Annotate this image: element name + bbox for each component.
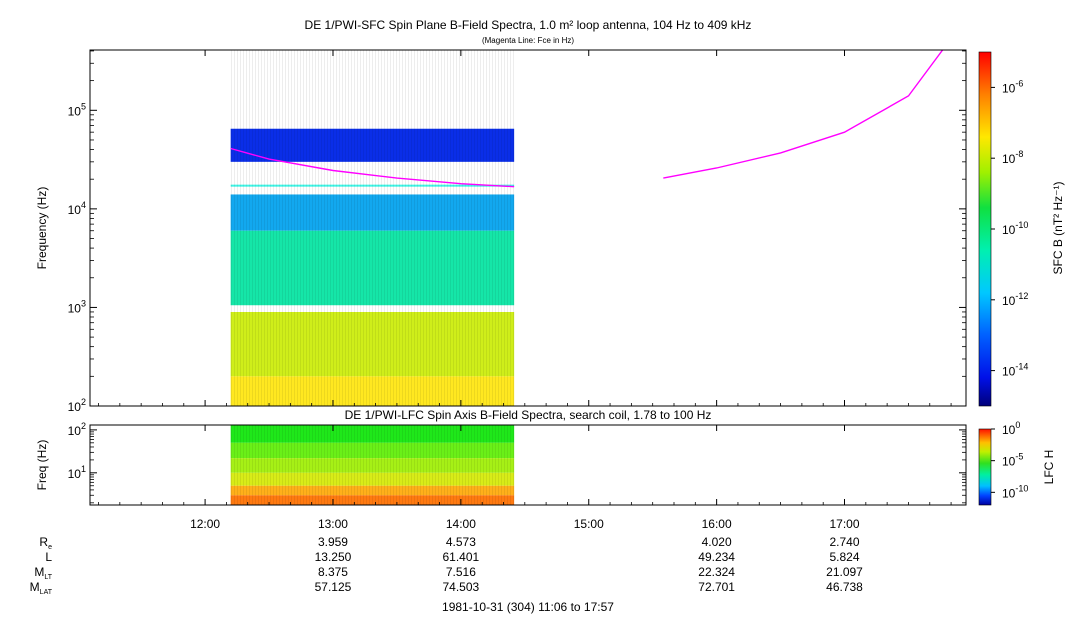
time-tick-label: 15:00 <box>574 517 604 531</box>
colorbar-tick-label: 10-6 <box>1002 78 1023 95</box>
sfc-overlay <box>230 50 515 406</box>
ephemeris-value: 49.234 <box>698 550 735 564</box>
ephemeris-value: 21.097 <box>826 565 863 579</box>
ephemeris-value: 74.503 <box>443 580 480 594</box>
fce-line <box>230 50 944 188</box>
ephemeris-row-label: MLT <box>34 565 52 581</box>
ephemeris-value: 3.959 <box>318 535 348 549</box>
y-tick-label: 101 <box>68 464 86 481</box>
time-tick-label: 16:00 <box>702 517 732 531</box>
ephemeris-row-label: L <box>45 550 52 564</box>
top-chart-subtitle: (Magenta Line: Fce in Hz) <box>482 36 574 45</box>
ephemeris-value: 8.375 <box>318 565 348 579</box>
ephemeris-table: Re 3.959 4.573 4.020 2.740 L 13.250 61.401 49.23… <box>30 535 864 596</box>
lfc-y-axis: 101 102 <box>68 421 966 504</box>
time-streaks <box>230 425 515 505</box>
sfc-colorbar-label: SFC B (nT² Hz⁻¹) <box>1051 182 1065 275</box>
lfc-y-axis-label: Freq (Hz) <box>35 440 49 491</box>
lfc-colorbar-ticks: 100 10-5 10-10 <box>991 420 1028 500</box>
ephemeris-value: 22.324 <box>698 565 735 579</box>
time-tick-label: 13:00 <box>318 517 348 531</box>
colorbar-tick-label: 10-14 <box>1002 362 1028 379</box>
time-tick-label: 14:00 <box>446 517 476 531</box>
y-tick-label: 103 <box>68 298 86 315</box>
lfc-spectrogram: 101 102 Freq (Hz) <box>35 421 967 506</box>
sfc-spectrogram: 102 103 104 105 Frequency (Hz) <box>35 49 967 414</box>
time-streaks <box>230 50 515 406</box>
lfc-plot-frame <box>89 424 967 506</box>
bottom-chart-title: DE 1/PWI-LFC Spin Axis B-Field Spectra, … <box>345 408 712 422</box>
ephemeris-value: 4.573 <box>446 535 476 549</box>
colorbar-tick-label: 10-10 <box>1002 220 1028 237</box>
sfc-colorbar: 10-6 10-8 10-10 10-12 10-14 SFC B (nT² Hz⁻¹) <box>978 51 1065 407</box>
ephemeris-value: 7.516 <box>446 565 476 579</box>
sfc-colorbar-ticks: 10-6 10-8 10-10 10-12 10-14 <box>991 78 1028 379</box>
time-axis-labels: 12:00 13:00 14:00 15:00 16:00 17:00 <box>190 517 860 531</box>
top-chart-title: DE 1/PWI-SFC Spin Plane B-Field Spectra,… <box>305 18 752 32</box>
fce-line-segment <box>230 147 515 188</box>
ephemeris-value: 5.824 <box>829 550 859 564</box>
ephemeris-value: 4.020 <box>702 535 732 549</box>
ephemeris-value: 61.401 <box>443 550 480 564</box>
time-tick-label: 12:00 <box>190 517 220 531</box>
ephemeris-row-label: Re <box>39 535 52 551</box>
ephemeris-row-label: MLAT <box>30 580 53 596</box>
lfc-overlay <box>230 425 515 505</box>
ephemeris-value: 46.738 <box>826 580 863 594</box>
y-tick-label: 104 <box>68 200 86 217</box>
colorbar-tick-label: 100 <box>1002 420 1020 437</box>
lfc-colorbar-label: LFC H <box>1042 450 1056 485</box>
colorbar-tick-label: 10-8 <box>1002 149 1023 166</box>
colorbar-tick-label: 10-10 <box>1002 483 1028 500</box>
ephemeris-value: 13.250 <box>315 550 352 564</box>
colorbar-tick-label: 10-5 <box>1002 452 1023 469</box>
y-tick-label: 102 <box>68 421 86 438</box>
time-tick-label: 17:00 <box>829 517 859 531</box>
y-tick-label: 102 <box>68 397 86 414</box>
colorbar-tick-label: 10-12 <box>1002 291 1028 308</box>
ephemeris-value: 72.701 <box>698 580 735 594</box>
sfc-x-ticks <box>98 50 952 406</box>
sfc-plot-frame <box>89 49 967 407</box>
sfc-y-axis: 102 103 104 105 <box>68 50 966 414</box>
lfc-x-ticks <box>98 425 952 505</box>
fce-line-segment <box>663 50 944 179</box>
lfc-colorbar: 100 10-5 10-10 LFC H <box>978 420 1056 506</box>
sfc-colorbar-gradient <box>978 51 992 407</box>
lfc-colorbar-gradient <box>978 428 992 506</box>
sfc-y-axis-label: Frequency (Hz) <box>35 187 49 270</box>
ephemeris-value: 57.125 <box>315 580 352 594</box>
y-tick-label: 105 <box>68 101 86 118</box>
time-range-footer: 1981-10-31 (304) 11:06 to 17:57 <box>442 600 614 614</box>
ephemeris-value: 2.740 <box>829 535 859 549</box>
